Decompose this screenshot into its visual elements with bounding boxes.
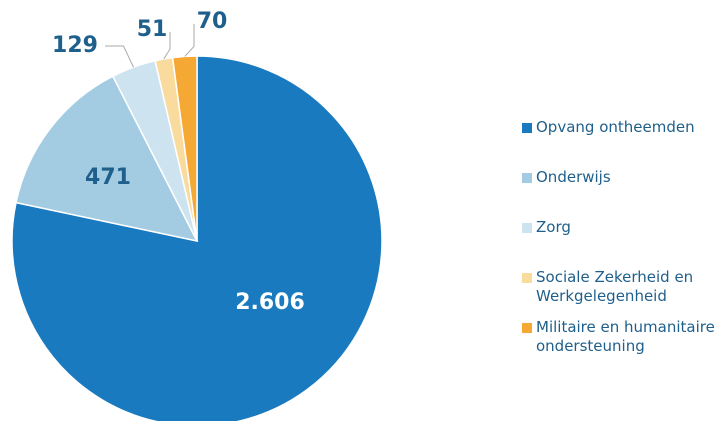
data-label: 70 [197, 9, 228, 34]
legend-label: Onderwijs [536, 168, 611, 186]
legend-label: Opvang ontheemden [536, 118, 695, 136]
leader-line [105, 45, 134, 68]
data-label: 129 [52, 33, 98, 58]
legend-item: Onderwijs [522, 168, 728, 218]
legend-label: Zorg [536, 218, 571, 236]
legend-label: Sociale Zekerheid en Werkgelegenheid [536, 268, 694, 305]
legend-label: Militaire en humanitaire ondersteuning [536, 318, 715, 355]
legend-swatch [522, 173, 532, 183]
legend-swatch [522, 323, 532, 333]
data-label: 471 [85, 165, 131, 190]
legend-item: Sociale Zekerheid en Werkgelegenheid [522, 268, 728, 318]
legend-item: Zorg [522, 218, 728, 268]
pie-slice [15, 75, 199, 243]
legend-swatch [522, 223, 532, 233]
legend: Opvang ontheemden Onderwijs Zorg Sociale Ze… [522, 118, 728, 368]
legend-item: Opvang ontheemden [522, 118, 728, 168]
data-label: 2.606 [235, 290, 305, 315]
data-label: 51 [137, 17, 168, 42]
legend-swatch [522, 273, 532, 283]
legend-swatch [522, 123, 532, 133]
leader-line [163, 32, 171, 60]
legend-item: Militaire en humanitaire ondersteuning [522, 318, 728, 368]
leader-line [184, 24, 195, 57]
